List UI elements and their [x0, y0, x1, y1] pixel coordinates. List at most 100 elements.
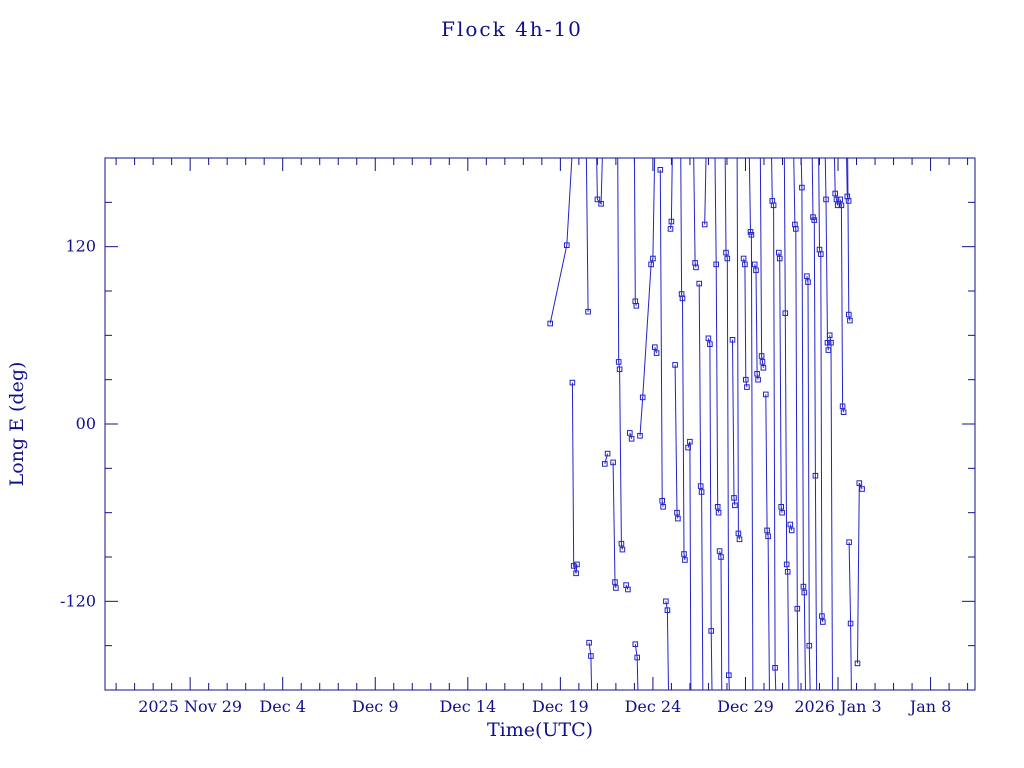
data-marker: [708, 628, 715, 634]
data-marker: [615, 147, 620, 152]
data-marker: [779, 509, 785, 516]
data-marker: [613, 585, 619, 591]
data-marker: [675, 515, 681, 522]
series-segment: [674, 364, 679, 519]
data-marker: [805, 279, 811, 285]
series-segment: [806, 276, 811, 690]
data-marker: [784, 569, 791, 575]
x-tick-label: Dec 9: [352, 697, 399, 716]
data-marker: [839, 403, 846, 410]
data-marker: [844, 147, 849, 152]
data-marker: [823, 196, 829, 203]
data-marker: [726, 672, 732, 679]
data-marker: [697, 483, 704, 489]
data-marker: [744, 384, 750, 390]
data-marker: [755, 376, 761, 383]
x-tick-label: 2026 Jan 3: [794, 697, 881, 716]
data-series: [547, 147, 865, 702]
series-segment: [719, 550, 723, 690]
series-segment: [687, 441, 692, 690]
series-segment: [800, 158, 806, 690]
data-marker: [832, 147, 837, 152]
series-segment: [848, 542, 852, 690]
data-marker: [791, 147, 796, 152]
data-marker: [705, 335, 712, 342]
series-segment: [633, 158, 637, 306]
series-segment: [680, 158, 686, 561]
series-segment: [732, 339, 736, 506]
data-marker: [707, 341, 713, 347]
data-marker: [747, 229, 754, 235]
data-marker: [819, 613, 825, 619]
data-marker: [664, 607, 671, 614]
data-marker: [650, 255, 656, 262]
series-segment: [789, 524, 793, 531]
data-marker: [724, 255, 731, 262]
data-marker: [564, 242, 570, 248]
data-marker: [859, 486, 865, 492]
data-marker: [585, 308, 591, 315]
series-segment: [707, 338, 713, 690]
data-marker: [760, 365, 767, 371]
series-segment: [759, 158, 764, 368]
data-marker: [627, 430, 633, 436]
data-marker: [713, 147, 718, 152]
data-marker: [668, 218, 675, 225]
data-marker: [628, 436, 635, 442]
data-marker: [758, 353, 765, 359]
data-marker: [594, 147, 599, 152]
data-marker: [588, 653, 594, 659]
data-marker: [732, 502, 738, 509]
data-marker: [731, 495, 737, 501]
data-marker: [764, 527, 770, 534]
data-marker: [653, 147, 658, 152]
data-marker: [598, 201, 604, 207]
data-marker: [682, 557, 688, 563]
data-marker: [602, 461, 608, 467]
data-marker: [600, 147, 605, 152]
data-marker: [619, 546, 626, 553]
data-marker: [776, 255, 783, 262]
data-marker: [660, 504, 666, 510]
data-marker: [854, 660, 861, 667]
data-marker: [570, 147, 575, 152]
data-marker: [818, 251, 824, 257]
data-marker: [776, 249, 782, 256]
data-marker: [810, 214, 816, 220]
data-marker: [723, 249, 729, 256]
data-marker: [811, 217, 818, 223]
data-marker: [632, 147, 637, 152]
y-axis-label: Long E (deg): [6, 361, 28, 487]
y-tick-label: 00: [76, 414, 96, 433]
series-segment: [724, 158, 730, 690]
data-marker: [774, 697, 779, 702]
data-marker: [788, 527, 795, 534]
data-marker: [685, 444, 691, 451]
x-tick-label: Dec 24: [625, 697, 682, 716]
data-marker: [823, 147, 828, 152]
data-marker: [723, 147, 728, 152]
data-marker: [833, 196, 840, 203]
data-marker: [701, 221, 708, 228]
series-segment: [839, 199, 845, 413]
plot-frame: [104, 157, 976, 691]
data-marker: [840, 409, 847, 415]
series-segment: [617, 158, 623, 550]
data-marker: [753, 267, 759, 274]
data-marker: [674, 509, 680, 516]
data-marker: [704, 147, 709, 152]
data-marker: [714, 504, 721, 510]
data-marker: [653, 350, 660, 356]
x-tick-label: Dec 4: [259, 697, 306, 716]
series-segment: [588, 642, 593, 690]
data-marker: [547, 320, 554, 327]
series-segment: [585, 158, 589, 312]
data-marker: [698, 489, 705, 495]
data-marker: [787, 697, 792, 702]
data-marker: [713, 261, 720, 268]
data-marker: [736, 536, 743, 543]
series-segment: [736, 158, 740, 540]
data-marker: [846, 539, 852, 546]
series-segment: [639, 158, 656, 436]
data-marker: [735, 530, 742, 537]
